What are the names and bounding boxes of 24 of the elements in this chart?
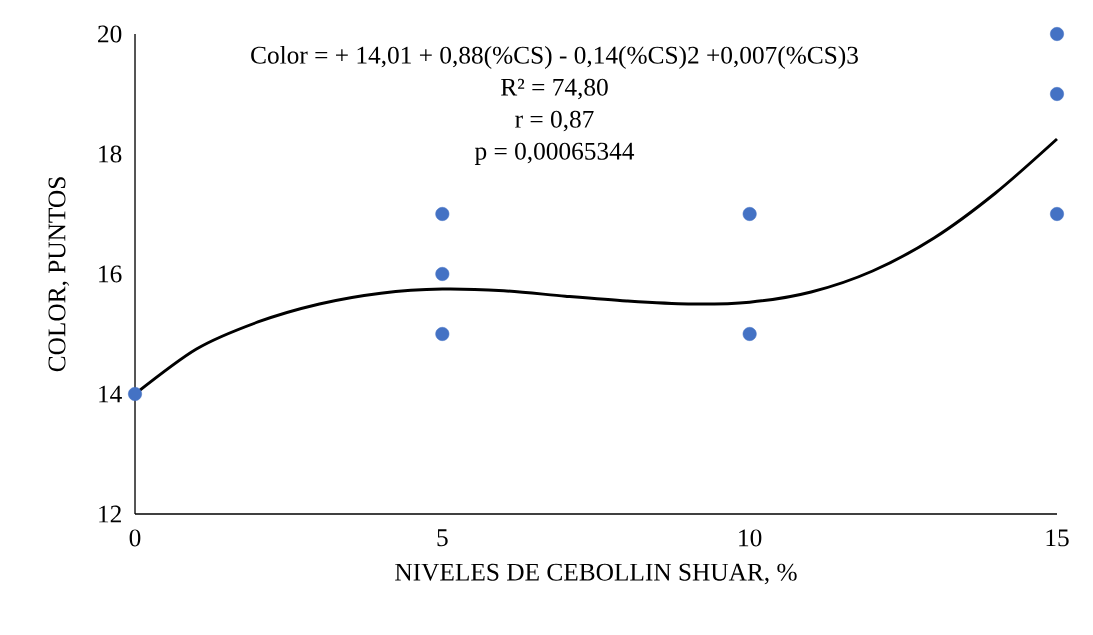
point (742, 327, 757, 341)
x-tick-label: 15 (1046, 529, 1069, 547)
x-tick-label: 10 (739, 529, 762, 547)
point (128, 387, 142, 401)
point (1050, 207, 1064, 221)
x-axis-title: NIVELES DE CEBOLLIN SHUAR, % (395, 563, 797, 585)
y-tick-label: 12 (99, 505, 121, 523)
y-tick-label: 14 (99, 385, 122, 403)
x-tick-label: 0 (129, 529, 141, 547)
point (435, 327, 450, 341)
y-axis-title: COLOR, PUNTOS (48, 177, 70, 372)
x-tick-label: 5 (437, 529, 448, 547)
annotation: r = 0,87 (515, 110, 594, 132)
annotation: p = 0,00065344 (474, 142, 635, 165)
annotation: Color = + 14,01 + 0,88(%CS) - 0,14(%CS)2 +0,007(%CS)3 (251, 45, 858, 69)
annotation: R² = 74,80 (501, 78, 608, 100)
point (435, 207, 450, 221)
y-tick-label: 16 (99, 265, 122, 283)
point (1050, 27, 1064, 41)
point (1050, 87, 1064, 101)
y-tick-label: 20 (98, 25, 122, 43)
y-tick-label: 18 (99, 145, 122, 163)
point (742, 207, 757, 221)
point (435, 267, 450, 281)
